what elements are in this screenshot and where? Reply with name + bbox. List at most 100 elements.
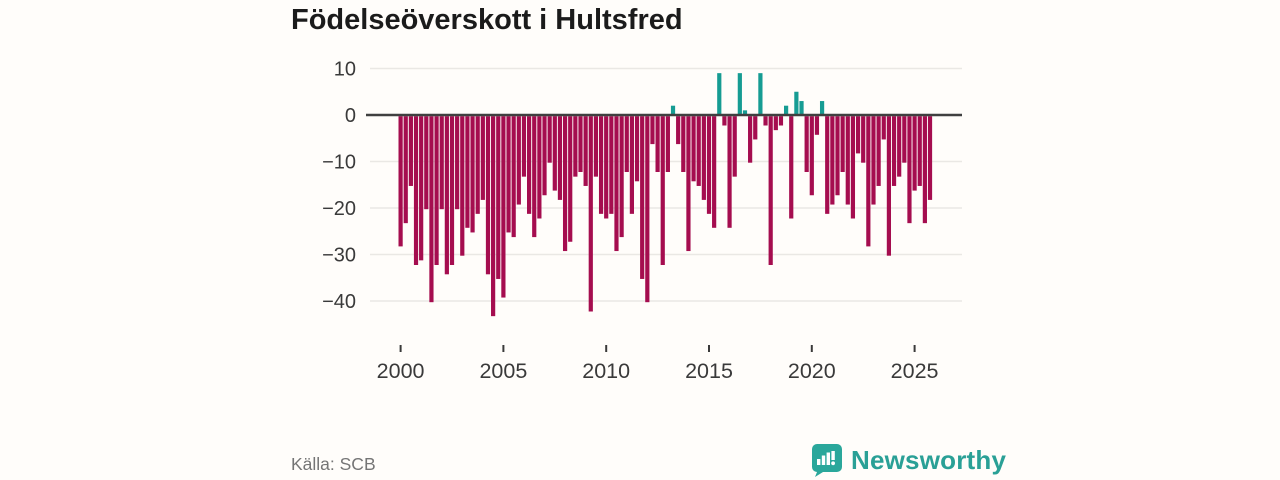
bar-2004 Q1 (480, 116, 485, 200)
svg-text:−30: −30 (322, 245, 356, 267)
svg-text:0: 0 (345, 105, 356, 127)
source-label: Källa: SCB (291, 454, 376, 474)
bar-2025 Q1 (912, 116, 917, 191)
bar-2014 Q3 (696, 116, 701, 186)
bar-2020 Q4 (825, 116, 830, 214)
bar-2006 Q2 (527, 116, 532, 214)
bar-2016 Q2 (732, 116, 737, 177)
bar-2021 Q3 (840, 116, 845, 172)
bar-2005 Q1 (501, 116, 506, 298)
bar-2022 Q2 (855, 116, 861, 154)
mini-bars (817, 451, 835, 466)
bar-2012 Q2 (650, 116, 655, 145)
bar-2001 Q2 (424, 116, 429, 210)
bar-2005 Q2 (506, 116, 511, 233)
bar-2011 Q4 (640, 116, 645, 279)
bar-2009 Q2 (588, 116, 593, 312)
bar-2007 Q3 (552, 116, 557, 191)
svg-text:−20: −20 (322, 198, 356, 220)
bar-2021 Q4 (845, 116, 850, 205)
bar-2000 Q3 (408, 116, 413, 186)
bar-2011 Q2 (629, 116, 634, 214)
bar-2004 Q3 (491, 116, 496, 317)
bar-2015 Q1 (706, 116, 712, 214)
bar-2006 Q1 (521, 116, 527, 177)
bar-2024 Q2 (897, 116, 902, 177)
bar-2019 Q3 (799, 101, 804, 115)
bar-2023 Q1 (871, 116, 876, 205)
bar-2001 Q1 (419, 116, 424, 261)
bar-2009 Q4 (598, 116, 604, 214)
bar-2016 Q4 (742, 110, 748, 115)
bar-2019 Q1 (789, 116, 794, 219)
bar-2014 Q2 (691, 116, 696, 182)
bar-2016 Q1 (727, 116, 732, 228)
bar-2021 Q1 (830, 116, 835, 205)
bar-2020 Q1 (809, 116, 814, 196)
bar-2010 Q1 (604, 116, 609, 219)
bar-2010 Q2 (609, 116, 614, 214)
bar-2023 Q4 (886, 116, 891, 256)
bar-2022 Q4 (866, 116, 871, 247)
bar-2017 Q1 (748, 116, 753, 163)
bar-2017 Q2 (753, 116, 758, 140)
bar-2020 Q3 (819, 101, 825, 115)
svg-text:10: 10 (334, 59, 356, 81)
bar-2013 Q1 (665, 116, 670, 172)
bar-2014 Q1 (686, 116, 691, 252)
bar-2022 Q3 (861, 116, 866, 163)
bar-2018 Q3 (778, 116, 784, 126)
bar-2010 Q3 (614, 116, 619, 252)
bar-2011 Q1 (624, 116, 629, 172)
bar-2000 Q2 (403, 116, 408, 224)
bar-2004 Q2 (485, 116, 491, 275)
bar-2003 Q2 (465, 116, 470, 228)
bar-2000 Q4 (413, 116, 419, 265)
bar-2008 Q4 (578, 116, 583, 172)
bar-2017 Q3 (758, 73, 763, 115)
bar-chart-bubble-icon (812, 444, 842, 477)
bar-2025 Q2 (917, 116, 922, 186)
bar-2016 Q3 (737, 73, 742, 115)
bar-2019 Q4 (804, 116, 809, 172)
bar-2019 Q2 (794, 91, 799, 115)
bar-2025 Q4 (927, 116, 933, 200)
svg-text:2025: 2025 (891, 359, 939, 383)
bar-2012 Q3 (655, 116, 660, 172)
bar-2024 Q3 (902, 116, 907, 163)
bar-2014 Q4 (701, 116, 706, 200)
bar-2007 Q1 (542, 116, 547, 196)
bar-2018 Q4 (784, 105, 789, 115)
bar-2002 Q2 (444, 116, 449, 275)
bar-2002 Q4 (455, 116, 460, 210)
bar-2020 Q2 (814, 116, 820, 135)
chart-title: Födelseöverskott i Hultsfred (291, 4, 683, 36)
bar-2007 Q2 (547, 116, 552, 163)
bar-2023 Q3 (881, 116, 886, 140)
bar-2002 Q1 (439, 116, 444, 210)
bar-2003 Q3 (470, 116, 475, 233)
bar-2009 Q1 (583, 116, 588, 186)
svg-text:2020: 2020 (788, 359, 836, 383)
bar-2003 Q4 (475, 116, 480, 214)
bar-2013 Q2 (670, 105, 676, 115)
bar-2008 Q3 (573, 116, 578, 177)
svg-text:−10: −10 (322, 152, 356, 174)
bar-2025 Q3 (922, 116, 927, 224)
bar-2018 Q2 (773, 116, 778, 131)
bar-2021 Q2 (835, 116, 840, 196)
bar-2012 Q4 (660, 116, 665, 265)
svg-text:2000: 2000 (377, 359, 425, 383)
bar-2008 Q2 (568, 116, 573, 242)
bar-2022 Q1 (850, 116, 856, 219)
bar-2001 Q4 (434, 116, 439, 265)
bar-2017 Q4 (763, 116, 768, 126)
svg-text:−40: −40 (322, 291, 356, 313)
bar-2000 Q1 (398, 116, 403, 247)
bar-2012 Q1 (645, 116, 650, 303)
bar-2024 Q1 (891, 116, 897, 186)
bar-2023 Q2 (876, 116, 881, 186)
bar-2015 Q4 (722, 116, 727, 126)
